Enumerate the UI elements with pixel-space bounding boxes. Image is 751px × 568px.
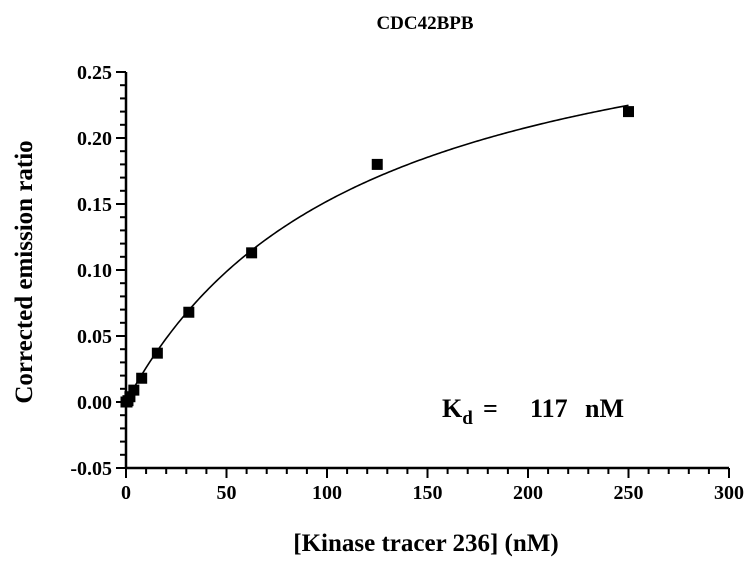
- y-tick-label: -0.05: [70, 458, 112, 480]
- x-tick-label: 0: [121, 482, 131, 504]
- x-tick-label: 50: [217, 482, 237, 504]
- data-point: [623, 106, 634, 118]
- x-tick-label: 200: [513, 482, 543, 504]
- chart-title: CDC42BPB: [376, 13, 473, 34]
- kd-annotation: Kd = 117 nM: [442, 394, 624, 429]
- data-point: [136, 372, 148, 384]
- y-axis-label: Corrected emission ratio: [11, 140, 38, 403]
- x-tick-label: 100: [312, 482, 342, 504]
- fit-curve: [125, 104, 629, 403]
- y-tick-label: 0.05: [77, 326, 112, 348]
- data-point: [246, 247, 258, 259]
- data-point: [183, 306, 195, 318]
- kd-subscript: d: [462, 408, 473, 429]
- data-point: [124, 391, 136, 403]
- kd-unit: nM: [585, 394, 624, 423]
- y-tick-label: 0.00: [77, 392, 112, 414]
- svg-text:Kd: Kd: [442, 394, 473, 429]
- kd-value: 117: [530, 394, 568, 423]
- y-tick-label: 0.20: [77, 128, 112, 150]
- kd-k-letter: K: [442, 394, 463, 423]
- y-tick-label: 0.25: [77, 62, 112, 84]
- plot-area: 0 50 100 150 200 250 300 -0.05 0.00 0.05 0.10 0.15 0…: [70, 62, 744, 504]
- data-point: [371, 158, 383, 170]
- data-point: [128, 384, 140, 396]
- data-point: [151, 347, 163, 359]
- y-tick-label: 0.10: [77, 260, 112, 282]
- x-tick-label: 250: [614, 482, 644, 504]
- y-tick-label: 0.15: [77, 194, 112, 216]
- x-axis-label: [Kinase tracer 236] (nM): [293, 530, 558, 557]
- kd-equals: =: [483, 394, 498, 423]
- x-tick-label: 150: [413, 482, 443, 504]
- x-tick-label: 300: [714, 482, 744, 504]
